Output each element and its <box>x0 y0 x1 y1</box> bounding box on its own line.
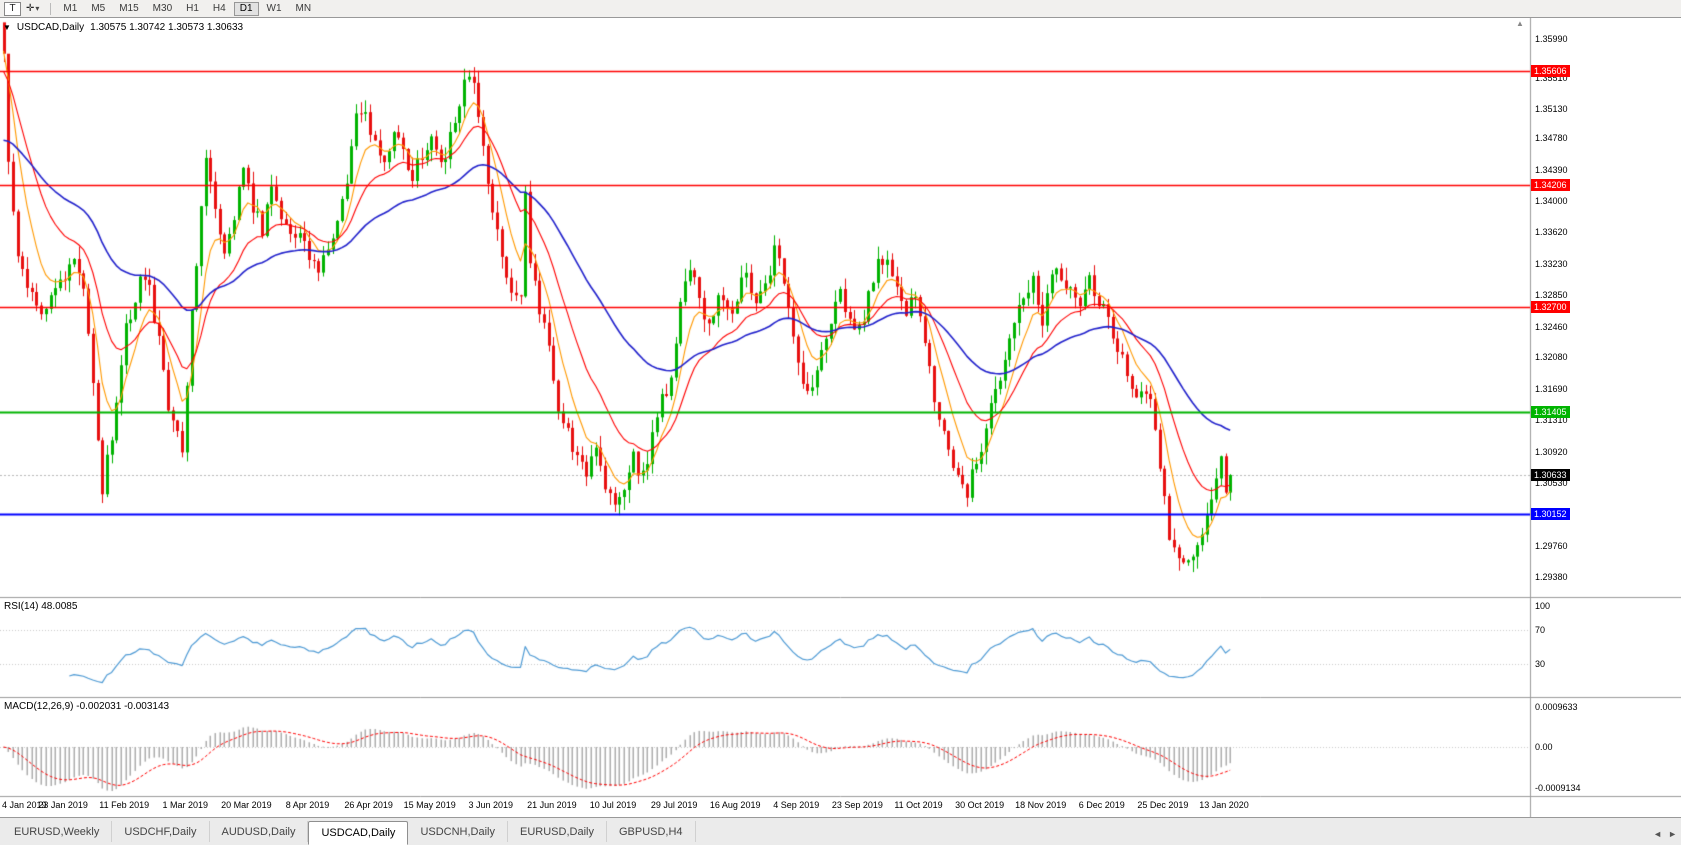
time-axis-tick-label: 15 May 2019 <box>403 800 456 810</box>
time-axis-tick-label: 4 Sep 2019 <box>773 800 820 810</box>
price-axis-tick-label: 1.30920 <box>1535 446 1568 457</box>
price-axis-tick-label: 1.29760 <box>1535 541 1568 552</box>
time-axis-tick-label: 4 Jan 2019 <box>2 800 47 810</box>
price-chart-canvas[interactable] <box>0 18 1681 817</box>
time-axis-tick-label: 11 Feb 2019 <box>99 800 150 810</box>
time-axis-tick-label: 29 Jul 2019 <box>650 800 698 810</box>
chart-tab-usdchf-daily[interactable]: USDCHF,Daily <box>112 821 210 842</box>
price-axis-tick-label: 1.32850 <box>1535 289 1568 300</box>
price-level-badge: 1.32700 <box>1531 301 1570 313</box>
tab-scroll-buttons: ◄ ► <box>1653 829 1677 839</box>
text-tool-button[interactable]: T <box>4 1 21 16</box>
time-axis-tick-label: 21 Jun 2019 <box>527 800 577 810</box>
time-axis-tick-label: 25 Dec 2019 <box>1137 800 1189 810</box>
time-axis-tick-label: 23 Sep 2019 <box>831 800 883 810</box>
chart-tab-usdcad-daily[interactable]: USDCAD,Daily <box>308 821 409 845</box>
rsi-axis-tick-label: 100 <box>1535 601 1551 611</box>
toolbar-separator <box>50 2 52 15</box>
price-level-badge: 1.30152 <box>1531 508 1570 521</box>
price-level-badge: 1.34206 <box>1531 178 1570 191</box>
price-axis-tick-label: 1.34780 <box>1535 132 1568 143</box>
price-axis-tick-label: 1.30530 <box>1535 478 1568 489</box>
rsi-axis-tick-label: 30 <box>1535 659 1546 670</box>
rsi-axis-tick-label: 70 <box>1535 624 1546 635</box>
time-axis-tick-label: 10 Jul 2019 <box>589 800 637 810</box>
timeframe-button-m30[interactable]: M30 <box>152 3 173 14</box>
chart-tab-usdcnh-daily[interactable]: USDCNH,Daily <box>408 821 508 842</box>
price-axis-tick-label: 1.34000 <box>1535 196 1568 207</box>
chevron-down-icon: ▾ <box>35 4 40 13</box>
timeframe-button-d1[interactable]: D1 <box>233 1 259 16</box>
time-axis-tick-label: 18 Nov 2019 <box>1015 800 1067 810</box>
price-axis-tick-label: 1.32460 <box>1535 321 1568 332</box>
timeframe-button-m15[interactable]: M15 <box>119 3 139 14</box>
chart-window: ▼ USDCAD,Daily 1.30575 1.30742 1.30573 1… <box>0 18 1681 817</box>
time-axis-tick-label: 20 Mar 2019 <box>221 800 272 810</box>
timeframe-button-m1[interactable]: M1 <box>63 3 78 14</box>
timeframe-button-w1[interactable]: W1 <box>266 3 282 14</box>
chart-tab-gbpusd-h4[interactable]: GBPUSD,H4 <box>607 821 696 842</box>
time-axis-tick-label: 11 Oct 2019 <box>894 800 943 810</box>
price-axis-tick-label: 1.31310 <box>1535 415 1568 426</box>
price-axis-tick-label: 1.32080 <box>1535 352 1568 363</box>
chart-tabs: EURUSD,Weekly USDCHF,Daily AUDUSD,Daily USD… <box>0 818 696 845</box>
price-axis-tick-label: 1.33230 <box>1535 258 1568 269</box>
timeframe-button-h1[interactable]: H1 <box>186 3 199 14</box>
price-axis-tick-label: 1.35510 <box>1535 73 1568 84</box>
price-level-badge: 1.31405 <box>1531 406 1570 419</box>
chart-tab-eurusd-daily[interactable]: EURUSD,Daily <box>508 821 607 842</box>
time-axis-tick-label: 6 Dec 2019 <box>1078 800 1125 810</box>
time-axis-tick-label: 23 Jan 2019 <box>38 800 88 810</box>
timeframe-button-mn[interactable]: MN <box>295 3 312 14</box>
toolbar: T ✛ ▾ M1 M5 M15 M30 H1 H4 D1 W1 MN <box>0 0 1681 18</box>
time-axis-tick-label: 30 Oct 2019 <box>955 800 1005 810</box>
price-axis-tick-label: 1.31690 <box>1535 384 1568 395</box>
cursor-tool-button[interactable]: ✛ ▾ <box>24 2 41 16</box>
price-axis[interactable]: 1.35990 1.35510 1.35130 1.34780 1.34390 1.340… <box>1531 18 1681 817</box>
time-axis-tick-label: 1 Mar 2019 <box>162 800 209 810</box>
chart-tab-bar: EURUSD,Weekly USDCHF,Daily AUDUSD,Daily USD… <box>0 817 1681 845</box>
chart-tab-eurusd-weekly[interactable]: EURUSD,Weekly <box>2 821 113 842</box>
macd-axis-tick-label: 0.0009633 <box>1535 702 1578 712</box>
time-axis-tick-label: 26 Apr 2019 <box>344 800 393 810</box>
tab-scroll-left-icon[interactable]: ◄ <box>1653 829 1663 839</box>
chart-tab-audusd-daily[interactable]: AUDUSD,Daily <box>210 821 309 842</box>
macd-axis-tick-label: -0.0009134 <box>1535 783 1581 793</box>
tab-scroll-right-icon[interactable]: ► <box>1668 829 1677 839</box>
price-axis-tick-label: 1.29380 <box>1535 571 1568 582</box>
timeframe-button-m5[interactable]: M5 <box>91 3 106 14</box>
time-axis-tick-label: 13 Jan 2020 <box>1199 800 1249 810</box>
timeframe-button-group: M1 M5 M15 M30 H1 H4 D1 W1 MN <box>57 1 317 16</box>
current-price-badge: 1.30633 <box>1531 469 1570 482</box>
price-axis-tick-label: 1.34390 <box>1535 164 1568 175</box>
chart-shift-marker[interactable]: ▲ <box>1516 19 1524 28</box>
time-axis[interactable]: 4 Jan 2019 23 Jan 2019 11 Feb 2019 1 Mar 20… <box>0 796 1531 817</box>
price-level-badge: 1.35606 <box>1531 64 1570 77</box>
time-axis-tick-label: 3 Jun 2019 <box>468 800 514 810</box>
macd-axis-tick-label: 0.00 <box>1535 742 1553 752</box>
price-axis-tick-label: 1.35130 <box>1535 104 1568 115</box>
price-axis-tick-label: 1.35990 <box>1535 34 1568 45</box>
timeframe-button-h4[interactable]: H4 <box>212 3 226 14</box>
time-axis-tick-label: 16 Aug 2019 <box>709 800 761 810</box>
crosshair-icon: ✛ <box>26 3 35 14</box>
time-axis-tick-label: 8 Apr 2019 <box>285 800 330 810</box>
price-axis-tick-label: 1.33620 <box>1535 227 1568 238</box>
